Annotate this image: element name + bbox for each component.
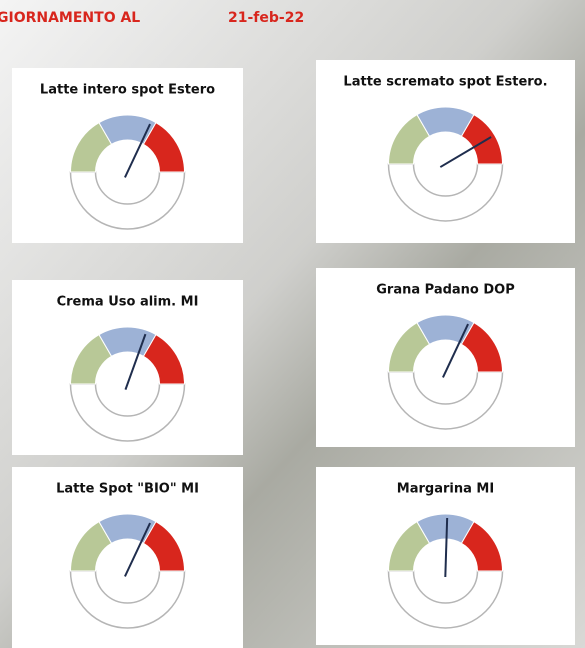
- gauge-title: Latte scremato spot Estero.: [343, 75, 547, 90]
- gauge-needle: [442, 323, 469, 378]
- gauge-title: Margarina MI: [397, 482, 494, 497]
- gauge-title: Latte intero spot Estero: [40, 83, 215, 98]
- gauge-needle: [444, 517, 449, 578]
- gauge-band: [142, 333, 186, 385]
- header-date: 21-feb-22: [228, 10, 304, 26]
- gauge-band: [460, 520, 504, 572]
- gauge-lower: [69, 383, 186, 442]
- gauge-title: Latte Spot "BIO" MI: [56, 482, 199, 497]
- gauge-lower: [69, 171, 186, 230]
- gauge-lower: [387, 163, 504, 222]
- header-label: GIORNAMENTO AL: [0, 10, 140, 26]
- gauge-needle: [439, 136, 492, 168]
- gauge-needle: [124, 522, 151, 577]
- gauge-lower: [387, 371, 504, 430]
- gauge-needle: [124, 333, 147, 390]
- gauge-lower: [69, 570, 186, 629]
- gauge-title: Grana Padano DOP: [376, 283, 515, 298]
- gauge-needle: [124, 123, 151, 178]
- gauge-band: [460, 113, 504, 165]
- gauge-lower: [387, 570, 504, 629]
- gauge-band: [142, 520, 186, 572]
- gauge-band: [142, 121, 186, 173]
- gauge-band: [460, 321, 504, 373]
- gauge-title: Crema Uso alim. MI: [57, 295, 199, 310]
